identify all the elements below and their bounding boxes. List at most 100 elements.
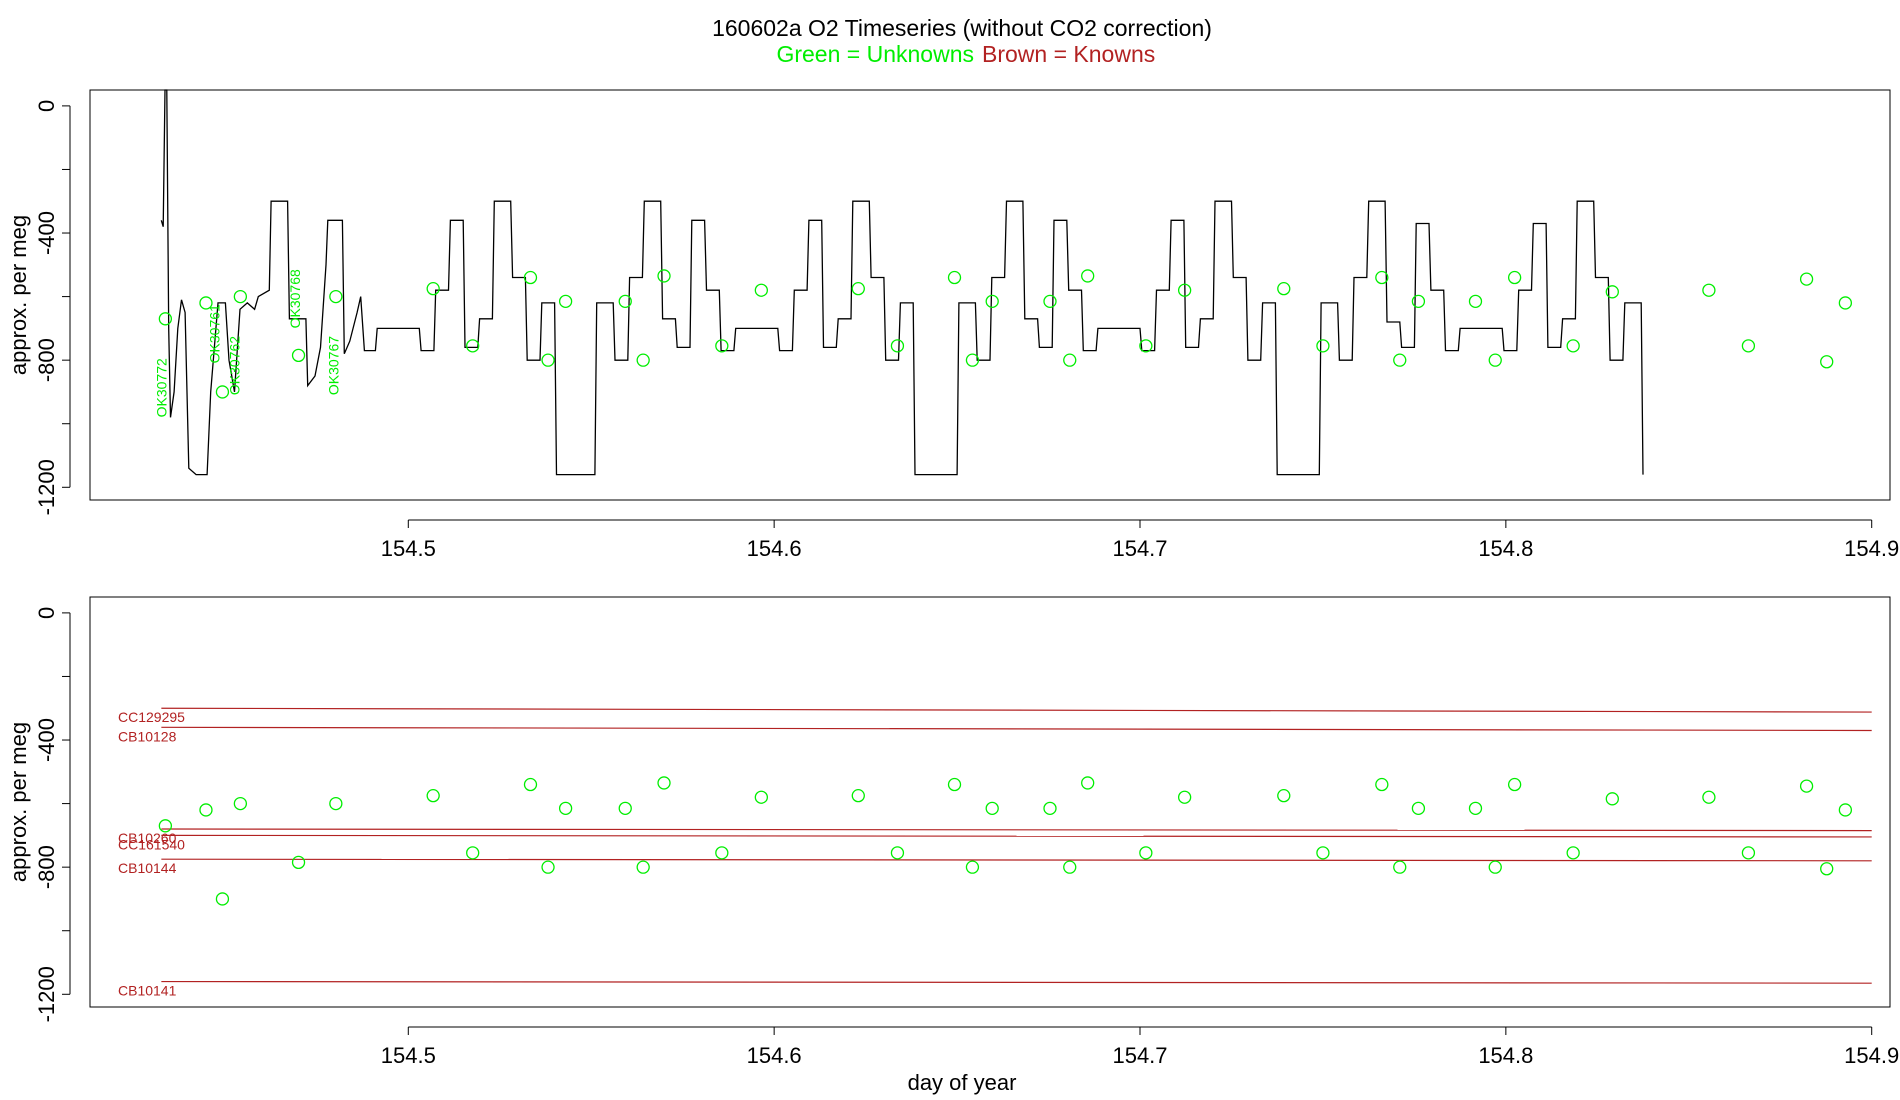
unknown-sample-label: OK30767 [325,336,341,395]
y-tick-label: -400 [34,718,59,762]
unknown-point [1375,777,1389,792]
top-panel: approx. per meg 0-400-800-1200 154.5 154.… [6,89,1899,561]
x-axis-label: day of year [908,1070,1017,1095]
y-tick-label: -1200 [34,966,59,1022]
top-plot-area: OK30772 OK30761 OK30762 OK30768 OK30767 [153,89,1853,476]
unknown-point [985,294,999,309]
unknown-point [233,796,248,811]
legend-unknowns: Green = Unknowns [776,41,974,67]
unknown-point [558,801,573,816]
unknown-point [1411,294,1426,309]
known-reference-line [161,707,1872,713]
unknown-point [985,801,999,816]
x-tick-label: 154.6 [747,536,802,561]
unknown-point [1177,790,1192,804]
unknown-sample-label: OK30772 [153,358,169,417]
x-tick-label: 154.9 [1844,536,1899,561]
unknown-point [1316,846,1330,860]
unknown-point [1702,790,1716,804]
known-reference-line [161,834,1872,838]
known-reference-line [161,828,1872,832]
unknown-point [1702,283,1716,297]
unknown-point [1411,801,1426,816]
unknown-point [754,790,768,804]
unknown-point [1277,788,1291,803]
x-tick-label: 154.7 [1112,1043,1167,1068]
bottom-y-axis-label: approx. per meg [6,722,31,882]
unknown-point [1507,777,1522,792]
unknown-point [851,788,865,803]
unknown-point [1507,270,1522,285]
top-y-axis-label: approx. per meg [6,215,31,375]
unknown-sample-label: OK30762 [227,336,243,395]
unknown-point [754,283,768,297]
known-line-label: CC161540 [118,836,185,852]
unknown-point [1741,846,1756,860]
bottom-x-axis: 154.5 154.6 154.7 154.8 154.9 [381,1026,1899,1068]
unknown-point [715,846,729,860]
unknown-point [657,269,671,283]
unknown-point [558,294,573,309]
unknown-point [1799,272,1814,286]
unknown-point [466,339,480,353]
known-line-label: CB10141 [118,983,177,999]
unknown-point [1375,270,1389,285]
unknown-point [199,803,213,817]
unknown-point [466,846,480,860]
unknown-sample-label: OK30768 [287,269,303,328]
unknown-point [1139,846,1153,860]
known-line-label: CB10144 [118,860,177,876]
unknown-point [329,796,343,811]
top-y-axis: 0 -400 -800 -1200 [34,100,71,515]
unknown-point [965,353,980,367]
x-tick-label: 154.5 [381,536,436,561]
unknown-point [1820,355,1834,369]
unknown-point [618,801,632,816]
unknown-point [291,348,306,363]
unknown-point [1063,353,1077,367]
unknown-point [1488,860,1502,874]
unknown-point [426,788,440,803]
unknown-point [1838,803,1853,817]
y-tick-label: 0 [34,607,59,619]
bottom-y-axis: 0 -400 -800 -1200 [34,607,71,1022]
unknown-point [1063,860,1077,874]
bottom-plot-frame [89,596,1891,1008]
unknown-point [426,281,440,296]
unknown-point [523,777,538,792]
unknown-point [215,892,230,906]
unknown-point [158,312,173,326]
unknown-point [657,776,671,790]
unknown-point [890,846,905,860]
unknown-point [1566,339,1580,353]
unknown-point [1177,283,1192,297]
top-x-axis: 154.5 154.6 154.7 154.8 154.9 [381,519,1899,561]
unknown-point [1316,339,1330,353]
x-tick-label: 154.7 [1112,536,1167,561]
unknown-point [1043,294,1057,309]
known-line-label: CB10128 [118,728,177,744]
known-reference-line [161,726,1872,732]
unknown-point [1468,294,1483,309]
y-tick-label: -1200 [34,459,59,515]
unknown-point [618,294,632,309]
unknown-point [965,860,980,874]
unknown-point [715,339,729,353]
unknown-point [541,353,555,367]
unknown-sample-label: OK30761 [206,304,222,363]
y-tick-label: 0 [34,100,59,112]
unknown-point [1799,779,1814,793]
unknown-point [291,855,306,870]
unknown-point [1277,281,1291,296]
o2-trace-line [160,89,1644,476]
unknown-point [1393,353,1407,367]
unknown-point [1605,792,1619,806]
legend-knowns: Brown = Knowns [982,41,1155,67]
unknown-point [1566,846,1580,860]
x-tick-label: 154.8 [1478,1043,1533,1068]
unknown-point [1488,353,1502,367]
x-tick-label: 154.9 [1844,1043,1899,1068]
unknown-point [158,819,173,833]
known-reference-line [161,980,1872,984]
known-line-label: CC129295 [118,709,185,725]
